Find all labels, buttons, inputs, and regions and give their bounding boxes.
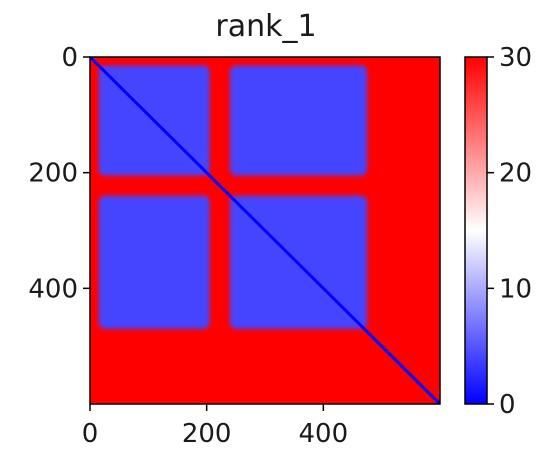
y-tick-label: 400 bbox=[28, 274, 78, 304]
y-axis: 0 200 400 bbox=[28, 43, 90, 304]
x-tick-label: 400 bbox=[299, 419, 349, 449]
colorbar-tick-label: 20 bbox=[499, 159, 532, 189]
plot-frame bbox=[89, 56, 441, 405]
plot-area bbox=[90, 57, 440, 404]
colorbar bbox=[464, 56, 488, 405]
x-tick-label: 200 bbox=[182, 419, 232, 449]
x-axis: 0 200 400 bbox=[82, 404, 348, 449]
y-tick-label: 0 bbox=[61, 43, 78, 73]
heatmap-block-3 bbox=[98, 195, 210, 329]
colorbar-tick-label: 0 bbox=[499, 390, 516, 420]
chart-title: rank_1 bbox=[215, 9, 316, 44]
colorbar-tick-label: 10 bbox=[499, 274, 532, 304]
x-tick-label: 0 bbox=[82, 419, 99, 449]
heatmap-diagonal bbox=[90, 57, 440, 404]
heatmap-block-2 bbox=[230, 65, 368, 176]
y-tick-label: 200 bbox=[28, 159, 78, 189]
colorbar-axis: 0 10 20 30 bbox=[487, 43, 532, 420]
colorbar-tick-label: 30 bbox=[499, 43, 532, 73]
